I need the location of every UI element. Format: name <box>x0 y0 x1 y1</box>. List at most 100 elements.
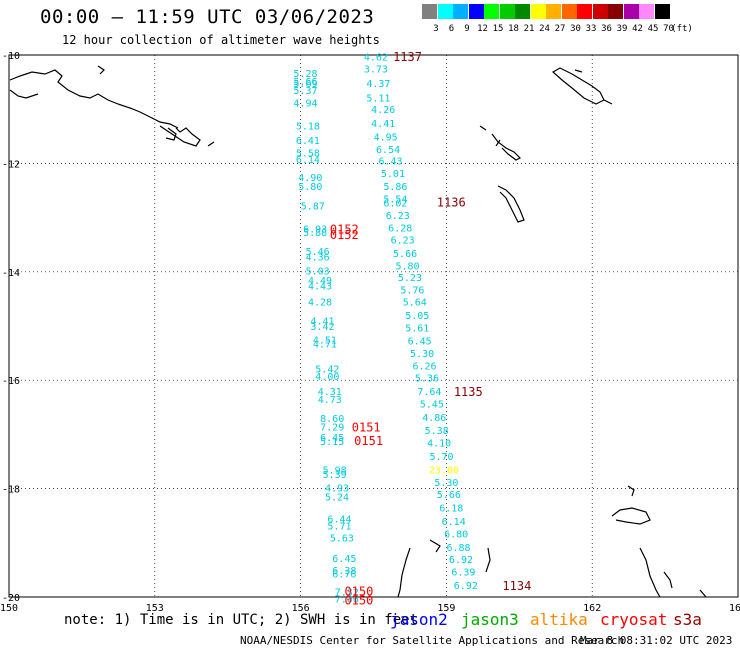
swh-value: 5.46 <box>306 247 330 258</box>
legend-swatch <box>577 4 592 19</box>
footer-note: note: 1) Time is in UTC; 2) SWH is in fe… <box>64 612 419 628</box>
lon-tick-label: 156 <box>292 603 310 614</box>
swh-value: 5.45 <box>420 400 444 411</box>
swh-value: 6.45 <box>320 433 344 444</box>
swh-value: 4.37 <box>366 79 390 90</box>
swh-value: 5.70 <box>429 452 453 463</box>
swh-value: 5.39 <box>323 470 347 481</box>
swh-value: 6.92 <box>449 555 473 566</box>
swh-value: 6.02 <box>383 198 407 209</box>
legend-label: 3 <box>433 24 439 34</box>
swh-value: 5.11 <box>366 93 390 104</box>
satellite-s3a: s3a <box>673 610 702 629</box>
lat-tick-label: -10 <box>2 51 20 62</box>
credit-text: NOAA/NESDIS Center for Satellite Applica… <box>240 634 625 647</box>
swh-value: 5.64 <box>403 298 427 309</box>
legend-unit: (ft) <box>671 24 693 34</box>
coastline <box>611 507 651 525</box>
legend-label: 70 <box>663 24 674 34</box>
swh-value: 5.66 <box>293 77 317 88</box>
swh-value: 5.98 <box>323 466 347 477</box>
legend-swatch <box>530 4 546 19</box>
lon-tick-label: 162 <box>583 603 601 614</box>
coastline <box>479 125 487 131</box>
swh-value: 6.45 <box>408 337 432 348</box>
swh-value: 5.36 <box>415 373 439 384</box>
coastline <box>603 99 613 105</box>
pass-label: 0151 <box>354 434 383 448</box>
coastline <box>491 133 522 161</box>
coastline <box>627 485 635 497</box>
pass-label: 0150 <box>344 594 373 608</box>
swh-value: 5.42 <box>315 364 339 375</box>
swh-value: 5.54 <box>383 195 407 206</box>
swh-value: 4.86 <box>422 413 446 424</box>
page-subtitle: 12 hour collection of altimeter wave hei… <box>62 33 380 47</box>
legend-label: 15 <box>492 24 504 34</box>
swh-value: 5.86 <box>383 182 407 193</box>
coastline <box>429 539 441 553</box>
swh-value: 5.58 <box>296 149 320 160</box>
legend-swatch <box>623 4 639 19</box>
coastline <box>9 89 39 99</box>
coastline <box>159 125 201 147</box>
swh-value: 6.92 <box>454 581 478 592</box>
swh-value: 6.39 <box>451 568 475 579</box>
legend-label: 27 <box>554 24 566 34</box>
coastline <box>165 127 177 141</box>
swh-value: 7.32 <box>335 588 359 599</box>
swh-value: 4.41 <box>371 119 395 130</box>
swh-value: 4.93 <box>325 484 349 495</box>
swh-value: 5.61 <box>405 324 429 335</box>
swh-value: 5.66 <box>393 249 417 260</box>
coastline <box>663 571 673 589</box>
swh-value: 4.62 <box>364 53 388 64</box>
lat-tick-label: -12 <box>2 159 20 170</box>
swh-value: 4.26 <box>371 105 395 116</box>
swh-value: 6.18 <box>439 504 463 515</box>
swh-value: 6.76 <box>332 570 356 581</box>
swh-value: 5.37 <box>293 86 317 97</box>
coastline <box>397 547 411 598</box>
satellite-jason3: jason3 <box>461 610 519 629</box>
page-title: 00:00 – 11:59 UTC 03/06/2023 <box>40 6 375 28</box>
swh-value: 4.31 <box>318 387 342 398</box>
swh-value: 5.66 <box>437 490 461 501</box>
swh-value: 5.88 <box>303 228 327 239</box>
legend-label: 6 <box>448 24 455 34</box>
coastline <box>639 547 661 598</box>
coastline <box>497 185 525 223</box>
swh-value: 6.26 <box>412 362 436 373</box>
lat-tick-label: -14 <box>2 268 20 279</box>
satellite-cryosat: cryosat <box>600 610 668 629</box>
swh-value: 4.41 <box>310 317 334 328</box>
lon-tick-label: 153 <box>146 603 164 614</box>
coastline <box>207 141 215 147</box>
swh-value: 5.23 <box>398 273 422 284</box>
swh-value: 6.45 <box>332 554 356 565</box>
legend-swatch <box>546 4 561 19</box>
swh-value: 5.05 <box>405 311 429 322</box>
legend-swatch <box>437 4 453 19</box>
legend-swatch <box>422 4 437 19</box>
swh-value: 6.41 <box>296 136 320 147</box>
swh-value: 6.28 <box>388 223 412 234</box>
swh-value: 5.63 <box>330 533 354 544</box>
swh-value: 4.28 <box>308 298 332 309</box>
lon-tick-label: 165 <box>729 603 740 614</box>
legend-label: 24 <box>539 24 550 34</box>
legend-swatch <box>592 4 608 19</box>
coastline <box>495 139 501 147</box>
swh-value: 4.10 <box>427 439 451 450</box>
legend-swatch <box>639 4 654 19</box>
legend-label: 39 <box>616 24 628 34</box>
swh-value: 4.49 <box>308 276 332 287</box>
swh-value: 5.80 <box>298 182 322 193</box>
coastline <box>117 103 179 129</box>
legend-label: 45 <box>647 24 659 34</box>
swh-value: 6.88 <box>447 543 471 554</box>
swh-value: 4.43 <box>308 281 332 292</box>
legend-swatch <box>484 4 499 19</box>
pass-label: 0152 <box>330 222 359 236</box>
